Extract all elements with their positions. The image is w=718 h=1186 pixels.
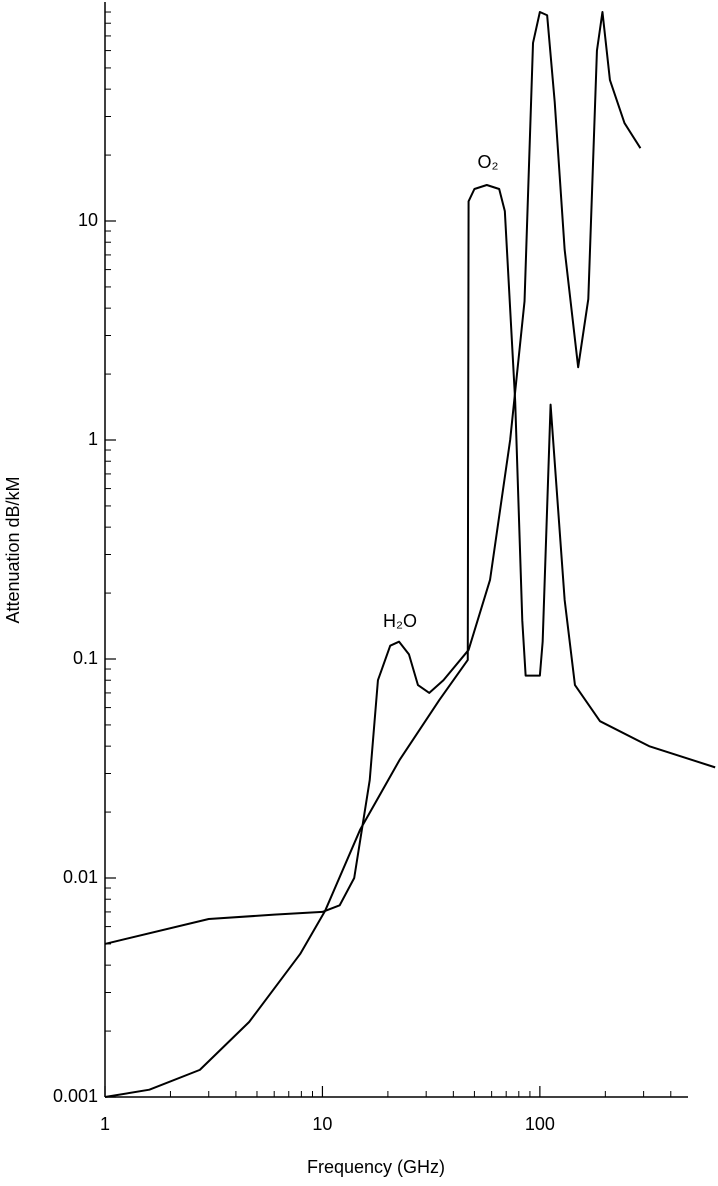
y-tick-label: 1: [88, 429, 98, 449]
series-line: [104, 11, 642, 945]
x-tick-label: 10: [312, 1114, 332, 1134]
y-tick-label: 0.1: [73, 648, 98, 668]
y-axis-label: Attenuation dB/kM: [3, 476, 23, 623]
annotation: H₂O: [383, 611, 417, 631]
x-tick-label: 1: [100, 1114, 110, 1134]
x-axis-label: Frequency (GHz): [307, 1157, 445, 1177]
series-line: [104, 184, 716, 1098]
x-tick-label: 100: [525, 1114, 555, 1134]
y-tick-label: 0.001: [53, 1086, 98, 1106]
annotation: O₂: [478, 152, 499, 172]
y-tick-label: 0.01: [63, 867, 98, 887]
y-tick-label: 10: [78, 210, 98, 230]
